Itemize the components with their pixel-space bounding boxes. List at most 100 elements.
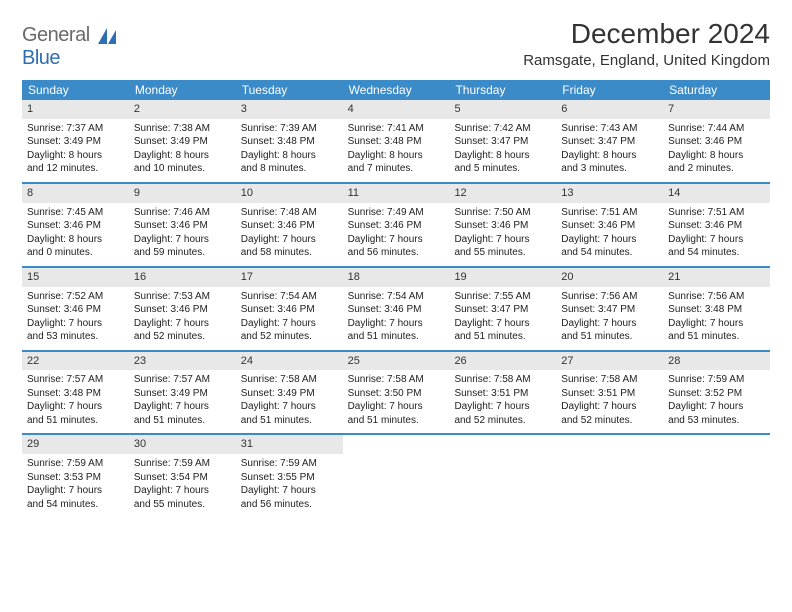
sunset-text: Sunset: 3:46 PM — [668, 219, 765, 233]
sunrise-text: Sunrise: 7:51 AM — [668, 206, 765, 220]
sunset-text: Sunset: 3:52 PM — [668, 387, 765, 401]
day-number: 27 — [556, 352, 663, 371]
daylight-text: Daylight: 7 hours — [454, 233, 551, 247]
cell-body: Sunrise: 7:50 AMSunset: 3:46 PMDaylight:… — [449, 203, 556, 266]
brand-part2: Blue — [22, 47, 60, 69]
sunset-text: Sunset: 3:46 PM — [348, 219, 445, 233]
day-number: 11 — [343, 184, 450, 203]
daylight-text: and 54 minutes. — [561, 246, 658, 260]
daylight-text: Daylight: 7 hours — [241, 317, 338, 331]
sunrise-text: Sunrise: 7:48 AM — [241, 206, 338, 220]
calendar-cell — [449, 435, 556, 517]
sunset-text: Sunset: 3:47 PM — [454, 303, 551, 317]
calendar-cell: 28Sunrise: 7:59 AMSunset: 3:52 PMDayligh… — [663, 352, 770, 434]
day-number: 21 — [663, 268, 770, 287]
sail-icon — [98, 28, 116, 44]
day-number: 10 — [236, 184, 343, 203]
calendar-cell — [663, 435, 770, 517]
sunrise-text: Sunrise: 7:57 AM — [134, 373, 231, 387]
day-number: 9 — [129, 184, 236, 203]
daylight-text: and 59 minutes. — [134, 246, 231, 260]
week-row: 1Sunrise: 7:37 AMSunset: 3:49 PMDaylight… — [22, 100, 770, 182]
day-number: 14 — [663, 184, 770, 203]
calendar-cell: 13Sunrise: 7:51 AMSunset: 3:46 PMDayligh… — [556, 184, 663, 266]
sunset-text: Sunset: 3:49 PM — [134, 387, 231, 401]
sunrise-text: Sunrise: 7:58 AM — [561, 373, 658, 387]
brand-text: General Blue — [22, 24, 116, 70]
daylight-text: Daylight: 8 hours — [134, 149, 231, 163]
calendar-cell: 18Sunrise: 7:54 AMSunset: 3:46 PMDayligh… — [343, 268, 450, 350]
sunset-text: Sunset: 3:46 PM — [241, 219, 338, 233]
calendar-cell: 21Sunrise: 7:56 AMSunset: 3:48 PMDayligh… — [663, 268, 770, 350]
day-number: 25 — [343, 352, 450, 371]
calendar-cell: 5Sunrise: 7:42 AMSunset: 3:47 PMDaylight… — [449, 100, 556, 182]
calendar-cell: 31Sunrise: 7:59 AMSunset: 3:55 PMDayligh… — [236, 435, 343, 517]
sunrise-text: Sunrise: 7:51 AM — [561, 206, 658, 220]
daylight-text: and 54 minutes. — [668, 246, 765, 260]
daylight-text: Daylight: 7 hours — [241, 484, 338, 498]
week-row: 15Sunrise: 7:52 AMSunset: 3:46 PMDayligh… — [22, 266, 770, 350]
calendar-cell: 10Sunrise: 7:48 AMSunset: 3:46 PMDayligh… — [236, 184, 343, 266]
daylight-text: and 56 minutes. — [348, 246, 445, 260]
cell-body: Sunrise: 7:54 AMSunset: 3:46 PMDaylight:… — [343, 287, 450, 350]
daylight-text: and 53 minutes. — [27, 330, 124, 344]
day-number: 8 — [22, 184, 129, 203]
cell-body: Sunrise: 7:58 AMSunset: 3:51 PMDaylight:… — [449, 370, 556, 433]
daylight-text: and 0 minutes. — [27, 246, 124, 260]
cell-body: Sunrise: 7:51 AMSunset: 3:46 PMDaylight:… — [663, 203, 770, 266]
sunset-text: Sunset: 3:48 PM — [348, 135, 445, 149]
calendar-cell: 24Sunrise: 7:58 AMSunset: 3:49 PMDayligh… — [236, 352, 343, 434]
sunrise-text: Sunrise: 7:41 AM — [348, 122, 445, 136]
cell-body: Sunrise: 7:54 AMSunset: 3:46 PMDaylight:… — [236, 287, 343, 350]
day-number: 28 — [663, 352, 770, 371]
sunset-text: Sunset: 3:53 PM — [27, 471, 124, 485]
sunrise-text: Sunrise: 7:46 AM — [134, 206, 231, 220]
daylight-text: and 56 minutes. — [241, 498, 338, 512]
cell-body: Sunrise: 7:55 AMSunset: 3:47 PMDaylight:… — [449, 287, 556, 350]
day-number: 16 — [129, 268, 236, 287]
calendar-cell: 14Sunrise: 7:51 AMSunset: 3:46 PMDayligh… — [663, 184, 770, 266]
sunrise-text: Sunrise: 7:49 AM — [348, 206, 445, 220]
day-of-week-header: Saturday — [663, 80, 770, 100]
cell-body: Sunrise: 7:46 AMSunset: 3:46 PMDaylight:… — [129, 203, 236, 266]
location-text: Ramsgate, England, United Kingdom — [523, 52, 770, 69]
calendar-cell: 23Sunrise: 7:57 AMSunset: 3:49 PMDayligh… — [129, 352, 236, 434]
week-row: 22Sunrise: 7:57 AMSunset: 3:48 PMDayligh… — [22, 350, 770, 434]
day-number: 1 — [22, 100, 129, 119]
calendar-cell: 27Sunrise: 7:58 AMSunset: 3:51 PMDayligh… — [556, 352, 663, 434]
daylight-text: Daylight: 7 hours — [668, 317, 765, 331]
daylight-text: and 51 minutes. — [348, 414, 445, 428]
cell-body: Sunrise: 7:57 AMSunset: 3:48 PMDaylight:… — [22, 370, 129, 433]
cell-body: Sunrise: 7:58 AMSunset: 3:51 PMDaylight:… — [556, 370, 663, 433]
sunset-text: Sunset: 3:47 PM — [561, 303, 658, 317]
daylight-text: Daylight: 7 hours — [561, 233, 658, 247]
daylight-text: Daylight: 8 hours — [561, 149, 658, 163]
cell-body: Sunrise: 7:48 AMSunset: 3:46 PMDaylight:… — [236, 203, 343, 266]
daylight-text: Daylight: 8 hours — [27, 149, 124, 163]
cell-body: Sunrise: 7:59 AMSunset: 3:52 PMDaylight:… — [663, 370, 770, 433]
week-row: 8Sunrise: 7:45 AMSunset: 3:46 PMDaylight… — [22, 182, 770, 266]
daylight-text: Daylight: 7 hours — [27, 400, 124, 414]
sunrise-text: Sunrise: 7:52 AM — [27, 290, 124, 304]
day-number: 17 — [236, 268, 343, 287]
sunrise-text: Sunrise: 7:59 AM — [27, 457, 124, 471]
sunset-text: Sunset: 3:46 PM — [134, 219, 231, 233]
daylight-text: Daylight: 7 hours — [348, 317, 445, 331]
sunrise-text: Sunrise: 7:56 AM — [561, 290, 658, 304]
calendar-cell: 25Sunrise: 7:58 AMSunset: 3:50 PMDayligh… — [343, 352, 450, 434]
day-of-week-row: SundayMondayTuesdayWednesdayThursdayFrid… — [22, 80, 770, 100]
day-number: 2 — [129, 100, 236, 119]
day-number: 31 — [236, 435, 343, 454]
daylight-text: Daylight: 7 hours — [348, 233, 445, 247]
sunset-text: Sunset: 3:49 PM — [27, 135, 124, 149]
daylight-text: and 51 minutes. — [668, 330, 765, 344]
sunrise-text: Sunrise: 7:39 AM — [241, 122, 338, 136]
daylight-text: and 8 minutes. — [241, 162, 338, 176]
day-of-week-header: Tuesday — [236, 80, 343, 100]
cell-body: Sunrise: 7:56 AMSunset: 3:47 PMDaylight:… — [556, 287, 663, 350]
daylight-text: Daylight: 8 hours — [454, 149, 551, 163]
daylight-text: Daylight: 7 hours — [134, 233, 231, 247]
daylight-text: and 7 minutes. — [348, 162, 445, 176]
cell-body: Sunrise: 7:57 AMSunset: 3:49 PMDaylight:… — [129, 370, 236, 433]
daylight-text: and 51 minutes. — [561, 330, 658, 344]
